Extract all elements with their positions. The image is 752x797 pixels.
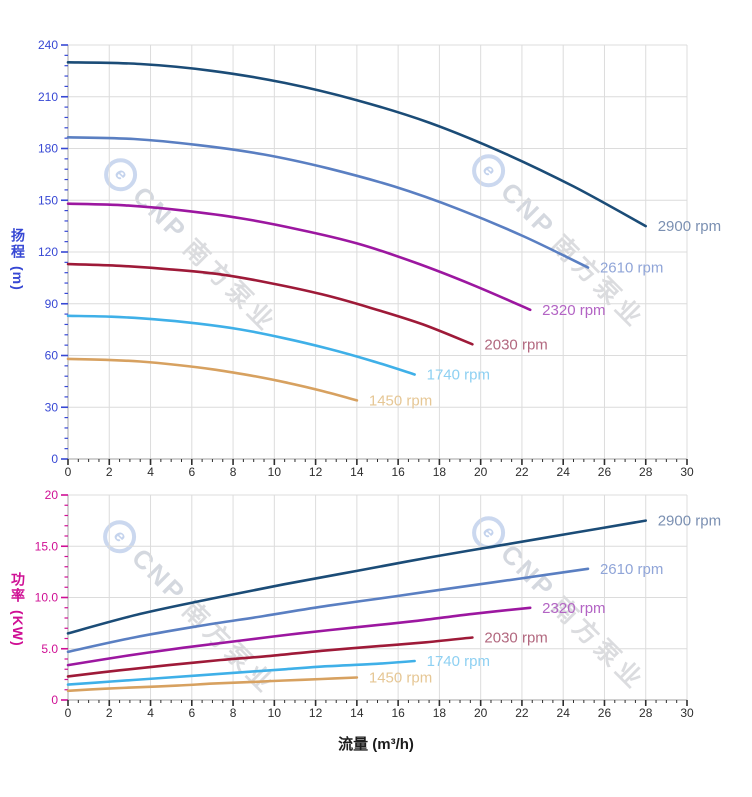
curve-2610-rpm (66, 136, 590, 269)
series-label-2610-rpm: 2610 rpm (600, 561, 663, 578)
x-tick-label: 6 (188, 465, 195, 479)
x-tick-label: 4 (147, 465, 154, 479)
curve-1450-rpm (66, 357, 359, 402)
y-tick-label: 10.0 (35, 591, 59, 605)
curve-2320-rpm (66, 202, 532, 312)
curve-2030-rpm (66, 636, 474, 678)
y-tick-label: 0 (51, 452, 58, 466)
x-tick-label: 24 (557, 706, 571, 720)
series-label-1740-rpm: 1740 rpm (427, 653, 490, 670)
x-tick-label: 14 (350, 465, 364, 479)
flow-axis-title: 流量 (m³/h) (338, 736, 414, 753)
y-tick-label: 5.0 (41, 642, 58, 656)
y-tick-label: 180 (38, 142, 58, 156)
head-axis-unit: (m) (10, 266, 26, 291)
series-label-2900-rpm: 2900 rpm (658, 218, 721, 235)
y-tick-label: 150 (38, 193, 58, 207)
curve-2320-rpm (66, 606, 532, 667)
x-tick-label: 22 (515, 706, 529, 720)
x-tick-label: 10 (268, 706, 282, 720)
y-tick-label: 90 (45, 297, 59, 311)
x-tick-label: 18 (433, 465, 447, 479)
power-axis-title-text: 功率 (10, 572, 26, 604)
x-tick-label: 28 (639, 706, 653, 720)
series-label-2320-rpm: 2320 rpm (542, 600, 605, 617)
x-tick-label: 6 (188, 706, 195, 720)
y-tick-label: 240 (38, 38, 58, 52)
x-tick-label: 20 (474, 465, 488, 479)
series-label-2030-rpm: 2030 rpm (484, 629, 547, 646)
x-tick-label: 8 (230, 706, 237, 720)
x-tick-label: 10 (268, 465, 282, 479)
x-tick-label: 30 (680, 465, 694, 479)
x-tick-label: 28 (639, 465, 653, 479)
x-tick-label: 8 (230, 465, 237, 479)
x-tick-label: 16 (391, 465, 405, 479)
curve-1740-rpm (66, 314, 416, 376)
gridlines (67, 44, 688, 460)
series-label-2030-rpm: 2030 rpm (484, 336, 547, 353)
x-tick-label: 24 (557, 465, 571, 479)
series-label-2320-rpm: 2320 rpm (542, 302, 605, 319)
curve-1450-rpm (66, 676, 359, 693)
curve-2900-rpm (66, 519, 647, 635)
y-tick-label: 60 (45, 349, 59, 363)
curve-2900-rpm (66, 61, 647, 228)
x-tick-label: 30 (680, 706, 694, 720)
y-tick-label: 30 (45, 400, 59, 414)
y-tick-label: 15.0 (35, 539, 59, 553)
y-tick-label: 0 (51, 693, 58, 707)
y-tick-label: 120 (38, 245, 58, 259)
x-tick-label: 26 (598, 465, 612, 479)
x-axis-ticks: 0 2 4 6 8 10 12 14 16 18 20 22 24 26 28 30 (65, 700, 694, 720)
x-tick-label: 2 (106, 706, 113, 720)
head-axis-title-text: 扬程 (10, 228, 26, 260)
series-label-1450-rpm: 1450 rpm (369, 669, 432, 686)
power-axis-title: 功率 (KW) (8, 572, 28, 647)
y-axis-ticks: 0 5.0 10.0 15.0 20 (35, 488, 68, 707)
series-label-1450-rpm: 1450 rpm (369, 392, 432, 409)
x-tick-label: 14 (350, 706, 364, 720)
x-tick-label: 18 (433, 706, 447, 720)
series-label-2610-rpm: 2610 rpm (600, 260, 663, 277)
y-tick-label: 20 (45, 488, 59, 502)
x-axis-ticks: 0 2 4 6 8 10 12 14 16 18 20 22 24 26 28 30 (65, 459, 694, 479)
curve-1740-rpm (66, 659, 416, 686)
x-tick-label: 16 (391, 706, 405, 720)
x-tick-label: 22 (515, 465, 529, 479)
y-tick-label: 210 (38, 90, 58, 104)
y-axis-ticks: 0 30 60 90 120 150 180 210 240 (38, 38, 68, 466)
x-tick-label: 4 (147, 706, 154, 720)
head-axis-title: 扬程 (m) (8, 228, 28, 291)
x-tick-label: 0 (65, 465, 72, 479)
x-tick-label: 26 (598, 706, 612, 720)
series-label-1740-rpm: 1740 rpm (427, 366, 490, 383)
x-tick-label: 2 (106, 465, 113, 479)
curve-2610-rpm (66, 567, 590, 654)
x-tick-label: 20 (474, 706, 488, 720)
x-tick-label: 12 (309, 706, 323, 720)
series-label-2900-rpm: 2900 rpm (658, 513, 721, 530)
power-axis-unit: (KW) (10, 610, 26, 647)
curve-2030-rpm (66, 262, 474, 346)
x-tick-label: 0 (65, 706, 72, 720)
x-tick-label: 12 (309, 465, 323, 479)
